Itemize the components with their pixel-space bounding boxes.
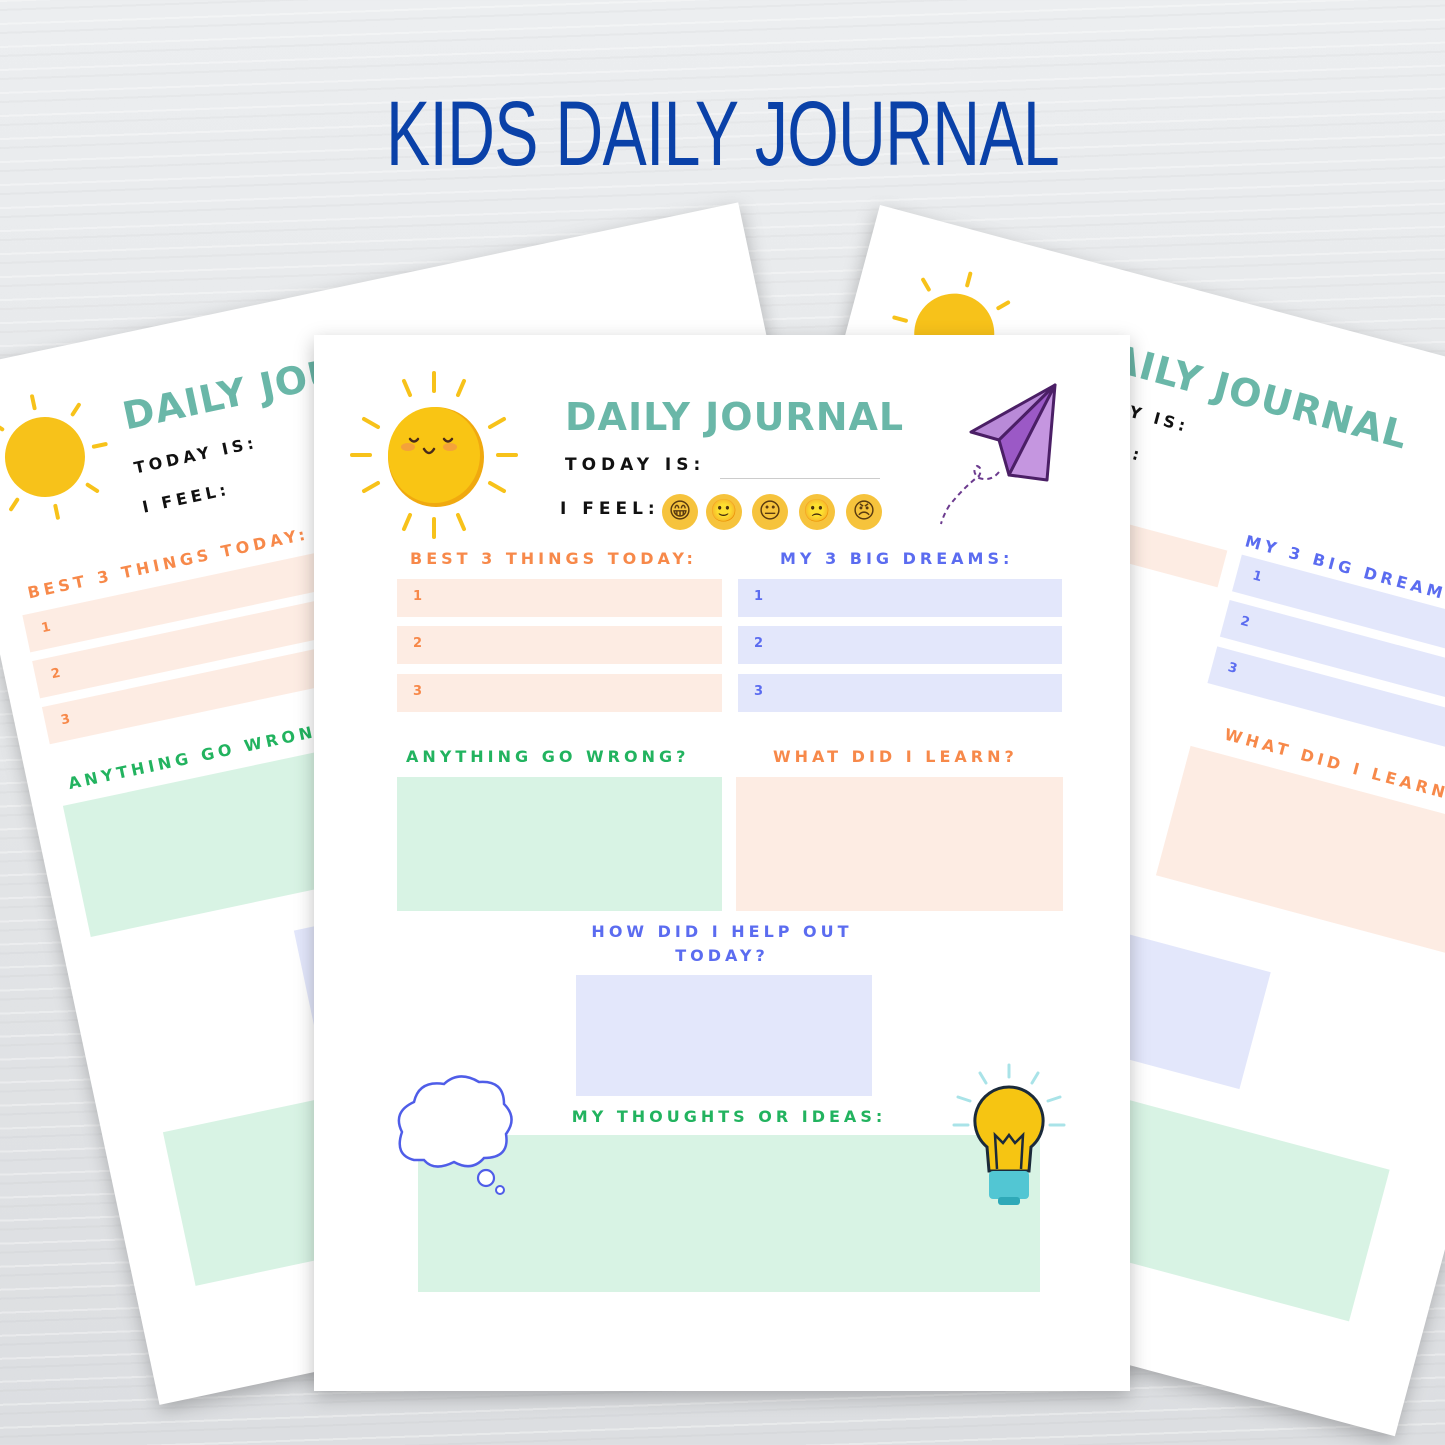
help-out-heading-line2: TODAY?: [675, 946, 769, 965]
best-thing-field-3[interactable]: 3: [397, 674, 722, 712]
number: 2: [754, 636, 764, 651]
number: 3: [413, 684, 423, 699]
sun-icon: [0, 394, 108, 520]
thoughts-field[interactable]: [418, 1135, 1040, 1292]
journal-title: DAILY JOURNAL: [565, 395, 905, 439]
mood-neutral-icon[interactable]: 😐: [752, 494, 788, 530]
journal-page: DAILY JOURNAL TODAY IS: I FEEL: 😁 🙂 😐 🙁 …: [314, 335, 1130, 1391]
number: 1: [1250, 568, 1264, 586]
best-thing-field-2[interactable]: 2: [397, 626, 722, 664]
mood-angry-icon[interactable]: 😠: [846, 494, 882, 530]
help-out-field[interactable]: [576, 975, 872, 1096]
back-left-feel: I FEEL:: [140, 479, 232, 517]
thought-cloud-icon: [397, 1075, 513, 1195]
banner-title: KIDS DAILY JOURNAL: [386, 83, 1060, 185]
mood-grinning-icon[interactable]: 😁: [662, 494, 698, 530]
anything-wrong-field[interactable]: [397, 777, 722, 911]
what-learn-field[interactable]: [736, 777, 1063, 911]
best-things-heading: BEST 3 THINGS TODAY:: [410, 549, 697, 568]
dream-field-3[interactable]: 3: [738, 674, 1062, 712]
big-dreams-heading: MY 3 BIG DREAMS:: [780, 549, 1014, 568]
dream-field-2[interactable]: 2: [738, 626, 1062, 664]
dream-field-1[interactable]: 1: [738, 579, 1062, 617]
number: 3: [754, 684, 764, 699]
back-page-left: DAILY JOURNAL TODAY IS: I FEEL: BEST 3 T…: [0, 202, 958, 1405]
anything-wrong-heading: ANYTHING GO WRONG?: [406, 747, 690, 766]
mood-sad-icon[interactable]: 🙁: [799, 494, 835, 530]
number: 1: [754, 589, 764, 604]
mood-smile-icon[interactable]: 🙂: [706, 494, 742, 530]
number: 1: [40, 619, 53, 637]
number: 2: [1238, 613, 1252, 631]
number: 3: [59, 711, 72, 729]
feel-label: I FEEL:: [560, 499, 660, 519]
number: 3: [1226, 660, 1239, 677]
help-out-heading-line1: HOW DID I HELP OUT: [591, 922, 853, 941]
date-line[interactable]: [720, 478, 880, 479]
smiling-sun-icon: [350, 371, 518, 539]
number: 2: [49, 665, 62, 683]
paper-plane-icon: [940, 383, 1057, 525]
number: 1: [413, 589, 423, 604]
lightbulb-icon: [952, 1063, 1066, 1205]
best-thing-field-1[interactable]: 1: [397, 579, 722, 617]
thoughts-heading: MY THOUGHTS OR IDEAS:: [571, 1107, 887, 1126]
what-learn-heading: WHAT DID I LEARN?: [773, 747, 1018, 766]
back-left-today: TODAY IS:: [132, 432, 260, 478]
number: 2: [413, 636, 423, 651]
today-label: TODAY IS:: [565, 455, 706, 475]
